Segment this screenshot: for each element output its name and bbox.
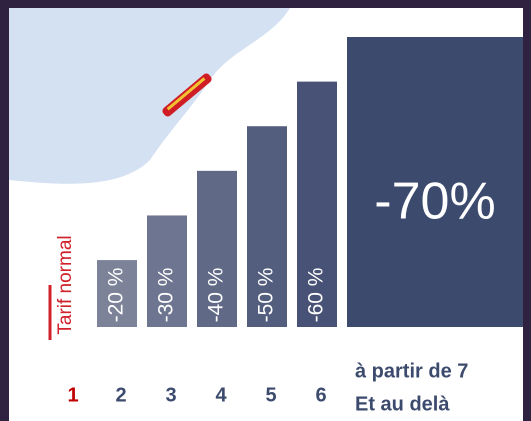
category-label: 6	[315, 384, 326, 406]
value-label: Tarif normal	[55, 235, 76, 334]
value-label: -60 %	[305, 268, 328, 323]
bar	[97, 260, 137, 327]
value-label: -50 %	[255, 268, 278, 323]
bar	[297, 81, 337, 327]
bar	[347, 37, 523, 327]
category-label: 3	[165, 384, 176, 406]
snow-hill	[9, 8, 290, 184]
category-label: à partir de 7	[355, 360, 468, 382]
bar	[197, 170, 237, 327]
category-label: 2	[115, 384, 126, 406]
value-label: -40 %	[205, 268, 228, 323]
category-label: 5	[265, 384, 276, 406]
category-label: Et au delà	[355, 393, 450, 415]
category-label: 1	[67, 384, 78, 406]
value-label: -20 %	[105, 268, 128, 323]
bar	[247, 126, 287, 327]
value-label: -70%	[374, 173, 495, 231]
train	[162, 73, 212, 117]
bar	[147, 215, 187, 327]
category-label: 4	[215, 384, 227, 406]
value-label: -30 %	[155, 268, 178, 323]
